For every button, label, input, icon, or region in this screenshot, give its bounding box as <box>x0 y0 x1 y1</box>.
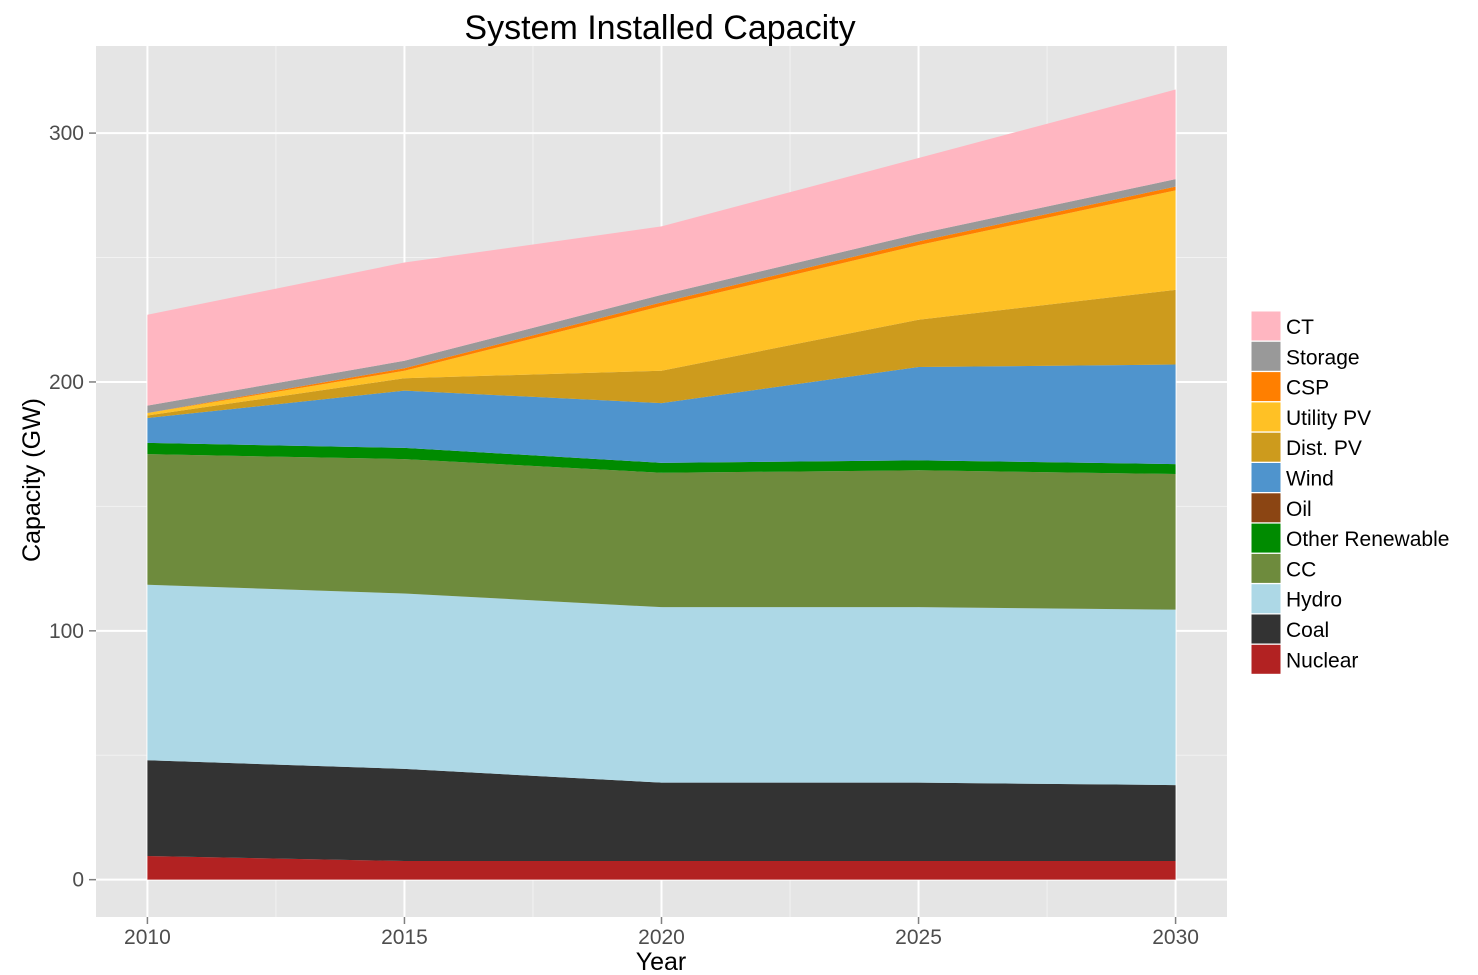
legend-label-nuclear: Nuclear <box>1286 649 1358 672</box>
legend-key-csp <box>1250 371 1282 403</box>
chart-title: System Installed Capacity <box>464 9 855 47</box>
stacked-areas <box>147 89 1176 880</box>
legend-key-oil <box>1250 492 1282 524</box>
legend-key-utility-pv <box>1250 401 1282 433</box>
x-tick-label: 2025 <box>895 926 942 949</box>
y-tick-label: 300 <box>49 122 84 145</box>
legend-label-hydro: Hydro <box>1286 589 1342 612</box>
legend-key-nuclear <box>1250 643 1282 675</box>
legend-key-hydro <box>1250 583 1282 615</box>
area-nuclear <box>147 856 1176 880</box>
area-dist-pv <box>147 289 1176 419</box>
area-storage <box>147 179 1176 414</box>
y-axis: 0 100 200 300 <box>49 122 96 892</box>
legend-key-storage <box>1250 340 1282 372</box>
x-tick-label: 2010 <box>124 926 171 949</box>
area-utility-pv <box>147 190 1176 416</box>
legend-key-wind <box>1250 462 1282 493</box>
x-tick-label: 2030 <box>1152 926 1199 949</box>
area-other-renewable <box>147 442 1176 475</box>
legend-key-coal <box>1250 613 1282 645</box>
area-hydro <box>147 584 1176 786</box>
legend-key-cc <box>1250 552 1282 584</box>
y-axis-label: Capacity (GW) <box>18 398 46 562</box>
legend-label-oil: Oil <box>1286 498 1312 521</box>
area-coal <box>147 760 1176 862</box>
area-wind <box>147 364 1176 465</box>
legend-label-dist-pv: Dist. PV <box>1286 437 1362 460</box>
legend-label-wind: Wind <box>1286 468 1334 491</box>
y-tick-label: 200 <box>49 371 84 394</box>
legend-label-csp: CSP <box>1286 377 1329 400</box>
legend-label-utility-pv: Utility PV <box>1286 407 1371 430</box>
x-axis: 2010 2015 2020 2025 2030 <box>124 917 1199 949</box>
area-csp <box>147 186 1176 414</box>
legend-label-cc: CC <box>1286 558 1316 581</box>
y-tick-label: 0 <box>72 869 84 892</box>
legend-label-other-renewable: Other Renewable <box>1286 528 1449 551</box>
area-ct <box>147 89 1176 406</box>
area-cc <box>147 454 1176 610</box>
legend: CT Storage CSP Utility PV Dist. PV Wind Oil Oth… <box>1250 310 1449 675</box>
legend-key-other-renewable <box>1250 522 1282 554</box>
x-axis-label: Year <box>636 948 687 975</box>
x-tick-label: 2015 <box>381 926 428 949</box>
x-tick-label: 2020 <box>638 926 685 949</box>
legend-key-dist-pv <box>1250 431 1282 463</box>
legend-label-coal: Coal <box>1286 619 1329 642</box>
legend-label-storage: Storage <box>1286 346 1360 369</box>
y-tick-label: 100 <box>49 620 84 643</box>
legend-label-ct: CT <box>1286 316 1314 339</box>
legend-key-ct <box>1250 310 1282 342</box>
